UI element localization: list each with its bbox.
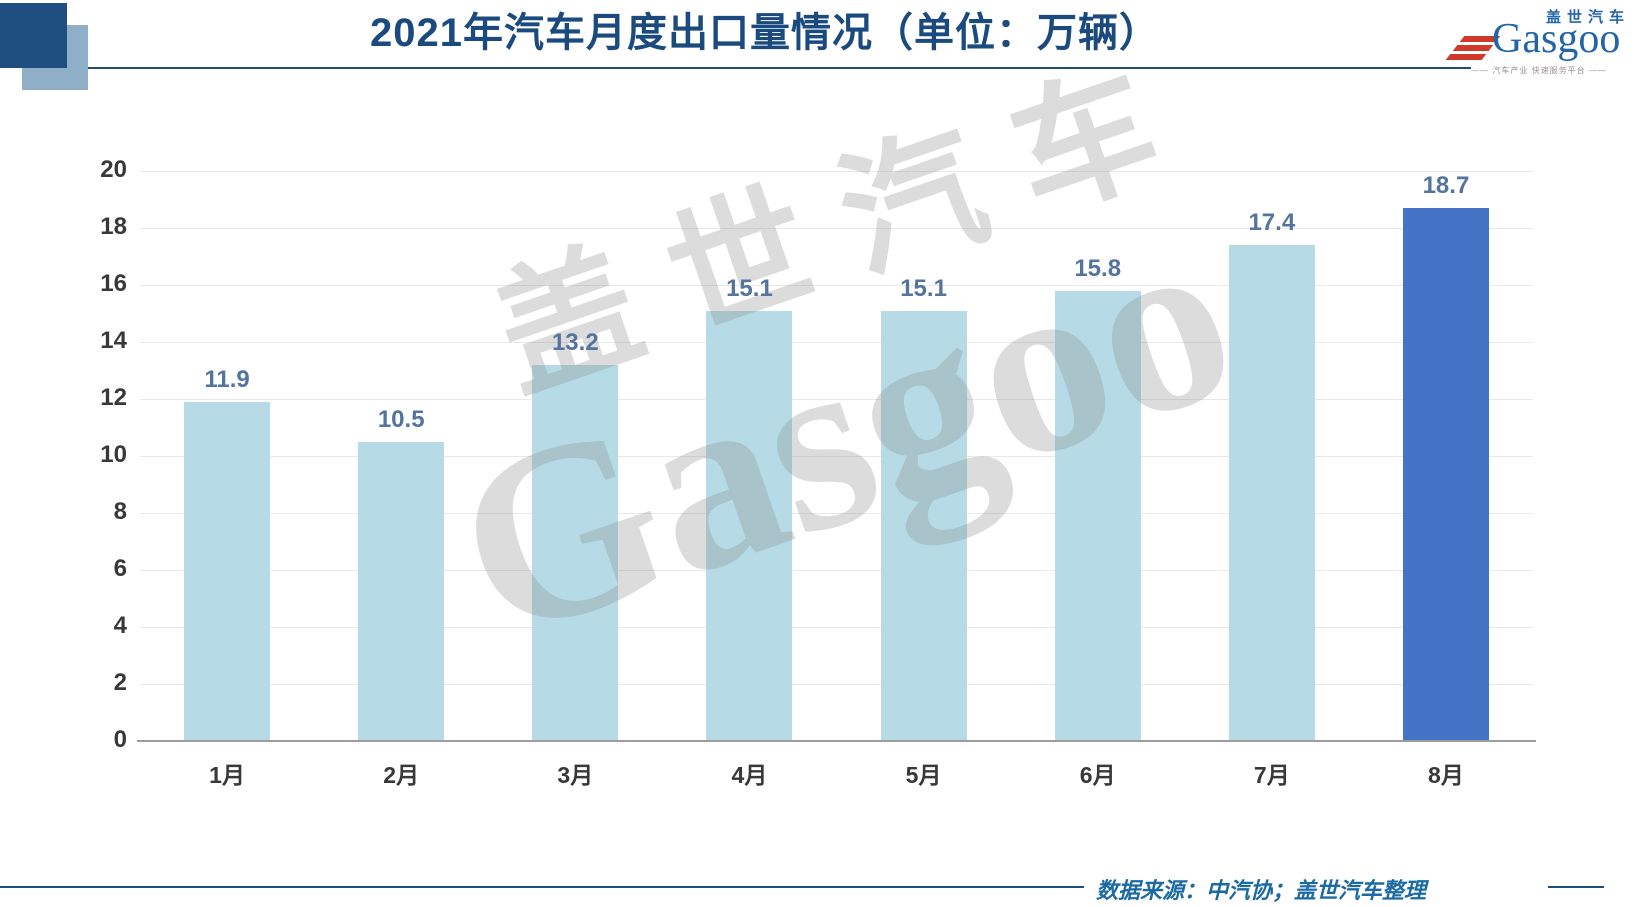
y-axis-tick-label: 4 bbox=[113, 612, 127, 639]
data-source-note: 数据来源：中汽协；盖世汽车整理 bbox=[1095, 878, 1426, 903]
x-axis-label: 4月 bbox=[731, 762, 768, 788]
bar bbox=[706, 310, 793, 741]
footer-divider-line bbox=[0, 886, 1084, 888]
x-axis-label: 6月 bbox=[1079, 762, 1116, 788]
logo-chinese-name: 盖世汽车 bbox=[1545, 9, 1630, 26]
x-axis-label: 1月 bbox=[209, 762, 245, 788]
bar-value-label: 15.8 bbox=[1074, 254, 1122, 282]
footer-divider-line-short bbox=[1548, 886, 1604, 888]
bar bbox=[358, 441, 445, 741]
gridline bbox=[140, 171, 1533, 172]
y-axis-tick-label: 8 bbox=[113, 498, 127, 525]
bar bbox=[1054, 290, 1141, 741]
logo-english-name: Gasgoo bbox=[1492, 16, 1621, 62]
bar-value-label: 17.4 bbox=[1248, 209, 1296, 237]
y-axis-tick-label: 10 bbox=[100, 441, 127, 468]
y-axis-tick-label: 16 bbox=[100, 270, 127, 297]
gridline bbox=[140, 399, 1533, 400]
gridline bbox=[140, 570, 1533, 571]
bar-value-label: 10.5 bbox=[377, 405, 425, 433]
x-axis-label: 2月 bbox=[383, 762, 420, 788]
y-axis-tick-label: 12 bbox=[100, 384, 127, 411]
bar bbox=[1228, 245, 1315, 741]
bar bbox=[184, 401, 271, 741]
gasgoo-logo: 盖世汽车 Gasgoo —— 汽车产业 快速服务平台 —— bbox=[1445, 4, 1632, 78]
logo-tagline: —— 汽车产业 快速服务平台 —— bbox=[1471, 66, 1607, 75]
y-axis-tick-label: 2 bbox=[113, 669, 127, 696]
gridline bbox=[140, 456, 1533, 457]
y-axis-tick-label: 14 bbox=[100, 327, 127, 354]
bar-value-label: 18.7 bbox=[1422, 172, 1470, 200]
x-axis-label: 8月 bbox=[1428, 762, 1464, 788]
header-divider-line bbox=[84, 67, 1471, 69]
x-axis-label: 5月 bbox=[905, 762, 942, 788]
bar-value-label: 15.1 bbox=[900, 274, 947, 302]
y-axis-tick-label: 6 bbox=[113, 555, 127, 582]
gridline bbox=[140, 627, 1533, 628]
chart-title: 2021年汽车月度出口量情况（单位：万辆） bbox=[370, 11, 1160, 55]
gridline bbox=[140, 228, 1533, 229]
x-axis-line bbox=[137, 740, 1536, 742]
gridline bbox=[140, 513, 1533, 514]
bar-value-label: 11.9 bbox=[204, 365, 250, 393]
bar bbox=[1402, 208, 1489, 741]
bar bbox=[880, 310, 967, 741]
gridline bbox=[140, 342, 1533, 343]
gridline bbox=[140, 285, 1533, 286]
bar-value-label: 13.2 bbox=[551, 328, 599, 356]
decor-square-dark bbox=[0, 3, 67, 68]
y-axis-tick-label: 18 bbox=[100, 213, 127, 240]
bar bbox=[532, 364, 619, 741]
gridline bbox=[140, 684, 1533, 685]
y-axis-tick-label: 0 bbox=[113, 726, 127, 753]
x-axis-label: 7月 bbox=[1253, 762, 1290, 788]
y-axis-tick-label: 20 bbox=[100, 156, 127, 183]
x-axis-label: 3月 bbox=[557, 762, 594, 788]
bar-value-label: 15.1 bbox=[726, 274, 773, 302]
